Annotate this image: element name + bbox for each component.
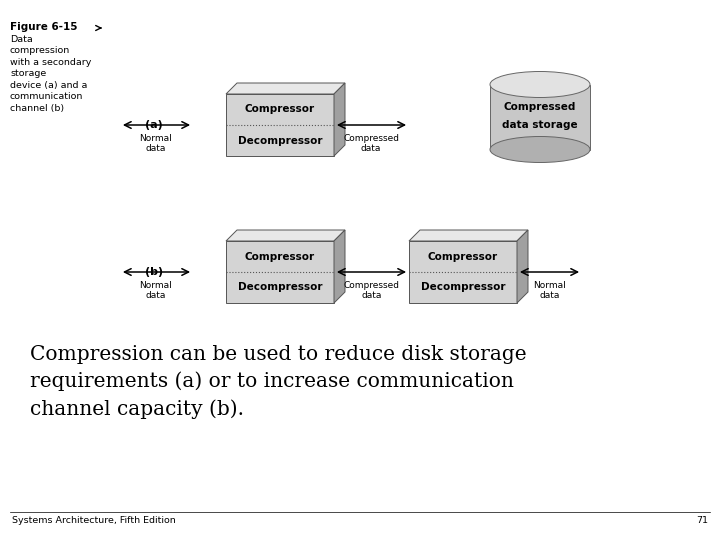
Text: data: data: [361, 144, 381, 153]
Text: Compressed: Compressed: [343, 134, 399, 143]
Text: Decompressor: Decompressor: [420, 282, 505, 293]
Text: Systems Architecture, Fifth Edition: Systems Architecture, Fifth Edition: [12, 516, 176, 525]
Text: Decompressor: Decompressor: [238, 282, 323, 293]
Polygon shape: [334, 83, 345, 156]
Text: Compressed: Compressed: [504, 102, 576, 112]
Text: Compressed: Compressed: [343, 281, 400, 290]
Polygon shape: [409, 241, 517, 303]
Text: (b): (b): [145, 267, 163, 277]
Text: (a): (a): [145, 120, 163, 130]
Polygon shape: [226, 83, 345, 94]
Text: Compressor: Compressor: [245, 105, 315, 114]
Text: Compressor: Compressor: [428, 252, 498, 261]
Polygon shape: [226, 230, 345, 241]
Polygon shape: [226, 241, 334, 303]
Text: Compressor: Compressor: [245, 252, 315, 261]
Polygon shape: [409, 230, 528, 241]
Text: Normal: Normal: [140, 281, 172, 290]
Text: data: data: [361, 291, 382, 300]
Text: Normal: Normal: [533, 281, 566, 290]
Polygon shape: [226, 94, 334, 156]
Polygon shape: [334, 230, 345, 303]
Ellipse shape: [490, 71, 590, 98]
Text: data storage: data storage: [502, 120, 578, 130]
Text: 71: 71: [696, 516, 708, 525]
Text: Normal: Normal: [140, 134, 172, 143]
Text: data: data: [539, 291, 559, 300]
Ellipse shape: [490, 137, 590, 163]
Polygon shape: [490, 84, 590, 150]
Text: Figure 6-15: Figure 6-15: [10, 22, 78, 32]
Text: data: data: [146, 144, 166, 153]
Text: Compression can be used to reduce disk storage
requirements (a) or to increase c: Compression can be used to reduce disk s…: [30, 345, 526, 419]
Text: Data
compression
with a secondary
storage
device (a) and a
communication
channel: Data compression with a secondary storag…: [10, 35, 91, 113]
Text: Decompressor: Decompressor: [238, 136, 323, 145]
Text: data: data: [146, 291, 166, 300]
Polygon shape: [517, 230, 528, 303]
